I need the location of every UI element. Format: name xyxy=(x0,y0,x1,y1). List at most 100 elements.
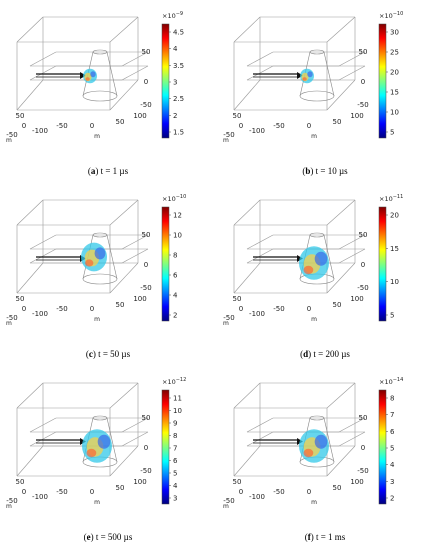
colorbar-tick-label: 4.5 xyxy=(173,29,184,37)
colorbar-tick-label: 3.5 xyxy=(173,62,184,70)
y-tick-label: 50 xyxy=(233,295,242,303)
colorbar-tick-label: 10 xyxy=(390,278,399,286)
colorbar-tick-label: 6 xyxy=(390,428,395,436)
colorbar-tick-label: 5 xyxy=(173,470,177,478)
colorbar-exponent: ×10−10 xyxy=(379,11,403,20)
x-tick-label: -50 xyxy=(56,305,67,313)
colorbar xyxy=(378,23,387,139)
z-tick-label: 50 xyxy=(142,48,151,56)
colorbar-tick-label: 4 xyxy=(173,292,178,300)
y-unit-label: m xyxy=(6,503,12,510)
panel-time: t = 10 µs xyxy=(315,166,348,176)
colorbar-tick-label: 2 xyxy=(173,312,177,320)
panel-letter: a xyxy=(90,166,96,176)
panel-letter: b xyxy=(305,166,311,176)
bounding-box xyxy=(233,16,366,111)
y-tick-label: -50 xyxy=(223,497,234,505)
x-tick-label: 50 xyxy=(333,118,342,126)
colorbar-tick-label: 4 xyxy=(173,45,178,53)
colorbar-tick-label: 6 xyxy=(173,272,178,280)
field-blob xyxy=(83,68,97,84)
colorbar-tick-label: 5 xyxy=(390,312,394,320)
panel-letter: d xyxy=(303,349,309,359)
bounding-box xyxy=(16,382,149,477)
probe-tip xyxy=(297,72,303,79)
field-blob xyxy=(82,429,112,463)
colorbar-tick-label: 2.5 xyxy=(173,95,184,103)
z-tick-label: 50 xyxy=(359,231,368,239)
x-tick-label: -50 xyxy=(273,305,284,313)
field-blob xyxy=(299,246,329,280)
y-tick-label: -50 xyxy=(223,314,234,322)
x-tick-label: -50 xyxy=(273,122,284,130)
x-unit-label: m xyxy=(311,133,317,140)
z-tick-label: -50 xyxy=(140,101,151,109)
x-unit-label: m xyxy=(94,499,100,506)
colorbar-tick-label: 8 xyxy=(173,432,177,440)
x-tick-label: 100 xyxy=(350,478,363,486)
x-tick-label: 0 xyxy=(90,305,94,313)
z-tick-label: -50 xyxy=(140,467,151,475)
panel-time: t = 50 µs xyxy=(98,349,131,359)
z-tick-label: 0 xyxy=(144,78,148,86)
x-tick-label: -50 xyxy=(56,122,67,130)
z-tick-label: 0 xyxy=(144,444,148,452)
x-unit-label: m xyxy=(94,133,100,140)
panel-letter: c xyxy=(88,349,93,359)
colorbar-tick-label: 8 xyxy=(173,252,177,260)
colorbar xyxy=(378,389,387,505)
colorbar-tick-label: 5 xyxy=(390,445,394,453)
x-tick-label: 0 xyxy=(307,122,311,130)
z-tick-label: -50 xyxy=(357,284,368,292)
x-tick-label: 0 xyxy=(90,488,94,496)
colorbar-tick-label: 7 xyxy=(173,445,177,453)
panel-caption: (d) t = 200 µs xyxy=(300,349,350,359)
z-tick-label: 50 xyxy=(142,414,151,422)
bounding-box xyxy=(233,199,366,294)
plot-3d: 500-50-100-50 0 50100m500-50m×10−94.543.53… xyxy=(6,11,184,144)
y-tick-label: 0 xyxy=(22,488,26,496)
field-blob xyxy=(81,242,107,272)
colorbar-tick-label: 20 xyxy=(390,212,399,220)
colorbar-tick-label: 2 xyxy=(173,112,177,120)
panel-letter: e xyxy=(86,532,91,542)
y-tick-label: 50 xyxy=(16,478,25,486)
colorbar-tick-label: 25 xyxy=(390,49,399,57)
colorbar-tick-label: 2 xyxy=(390,495,394,503)
panel-a: 50 0 -50 -100 -50 0 50 100 m 50 0 -50 m ×10−9 4.5 4 3.5 3… xyxy=(0,0,216,183)
colorbar xyxy=(161,389,170,505)
colorbar xyxy=(161,23,170,139)
z-tick-label: -50 xyxy=(357,467,368,475)
colorbar-exponent: ×10−9 xyxy=(162,11,183,20)
panel-caption: (c) t = 50 µs xyxy=(85,349,131,359)
field-blob xyxy=(300,68,314,84)
plot-3d: 500-50-100-50 0 50100m500-50m×10−121110987… xyxy=(6,377,186,510)
colorbar-tick-label: 10 xyxy=(173,232,182,240)
y-tick-label: 0 xyxy=(239,305,243,313)
colorbar-tick-label: 10 xyxy=(173,407,182,415)
colorbar-tick-label: 5 xyxy=(390,129,394,137)
x-tick-label: 100 xyxy=(350,112,363,120)
y-unit-label: m xyxy=(6,137,12,144)
panel-time: t = 500 µs xyxy=(95,532,133,542)
x-unit-label: m xyxy=(311,316,317,323)
panel-c: 50 0 -50 -100 -50 0 50 100 m 50 0 -50 m ×10−10 12 10 8 6 4… xyxy=(0,183,216,366)
x-tick-label: 100 xyxy=(133,478,146,486)
x-tick-label: 100 xyxy=(133,295,146,303)
y-tick-label: 0 xyxy=(239,488,243,496)
z-tick-label: 0 xyxy=(361,78,365,86)
colorbar-tick-label: 10 xyxy=(390,109,399,117)
y-unit-label: m xyxy=(223,137,229,144)
panel-caption: (e) t = 500 µs xyxy=(83,532,133,542)
x-tick-label: 50 xyxy=(116,484,125,492)
panel-caption: (b) t = 10 µs xyxy=(302,166,348,176)
y-tick-label: 50 xyxy=(16,112,25,120)
x-tick-label: -100 xyxy=(249,127,265,135)
colorbar-tick-label: 8 xyxy=(390,395,394,403)
x-tick-label: -100 xyxy=(249,310,265,318)
panel-f: 50 0 -50 -100 -50 0 50 100 m 50 0 -50 m ×10−14 8 7 6 5 4 3 2… xyxy=(217,366,433,549)
y-tick-label: 50 xyxy=(233,112,242,120)
bounding-box xyxy=(16,199,149,294)
x-tick-label: 0 xyxy=(307,488,311,496)
